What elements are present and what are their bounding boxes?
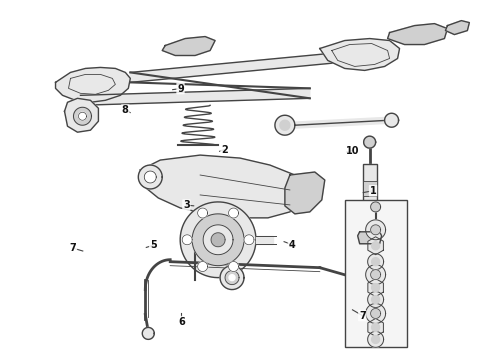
- Polygon shape: [368, 319, 383, 336]
- Polygon shape: [368, 237, 383, 255]
- Polygon shape: [228, 208, 239, 218]
- Polygon shape: [78, 112, 86, 120]
- Text: 7: 7: [70, 243, 76, 253]
- Text: 4: 4: [289, 239, 295, 249]
- Polygon shape: [320, 39, 399, 71]
- Polygon shape: [371, 323, 380, 332]
- Polygon shape: [130, 53, 340, 82]
- Polygon shape: [364, 136, 376, 148]
- Polygon shape: [370, 270, 381, 280]
- Polygon shape: [371, 284, 380, 292]
- Polygon shape: [445, 21, 469, 35]
- Polygon shape: [285, 172, 325, 214]
- Text: 5: 5: [150, 240, 156, 250]
- Polygon shape: [74, 107, 92, 125]
- Polygon shape: [228, 261, 239, 271]
- Polygon shape: [65, 98, 98, 132]
- Polygon shape: [280, 120, 290, 130]
- Bar: [363, 164, 377, 214]
- Polygon shape: [145, 171, 156, 183]
- Polygon shape: [55, 67, 130, 102]
- Polygon shape: [192, 214, 244, 266]
- Bar: [345, 200, 407, 347]
- Polygon shape: [142, 328, 154, 339]
- Polygon shape: [368, 292, 384, 307]
- Polygon shape: [370, 225, 381, 235]
- Text: 1: 1: [369, 186, 376, 196]
- Polygon shape: [203, 225, 233, 255]
- Polygon shape: [366, 265, 386, 285]
- Polygon shape: [358, 232, 382, 244]
- Polygon shape: [293, 117, 390, 128]
- Polygon shape: [368, 279, 383, 297]
- Polygon shape: [370, 202, 381, 212]
- Polygon shape: [371, 242, 380, 250]
- Text: 8: 8: [122, 105, 129, 115]
- Polygon shape: [256, 236, 273, 244]
- Polygon shape: [371, 296, 380, 303]
- Polygon shape: [162, 37, 215, 55]
- Text: 3: 3: [183, 200, 190, 210]
- Polygon shape: [370, 309, 381, 319]
- Polygon shape: [220, 266, 244, 289]
- Polygon shape: [182, 235, 192, 245]
- Text: 7: 7: [359, 311, 366, 320]
- Polygon shape: [371, 336, 380, 343]
- Polygon shape: [197, 208, 208, 218]
- Polygon shape: [80, 88, 310, 105]
- Polygon shape: [197, 261, 208, 271]
- Polygon shape: [366, 303, 386, 323]
- Polygon shape: [180, 202, 256, 278]
- Text: 6: 6: [178, 317, 185, 327]
- Polygon shape: [229, 275, 235, 280]
- Polygon shape: [368, 332, 384, 347]
- Polygon shape: [385, 113, 398, 127]
- Polygon shape: [244, 235, 254, 245]
- Text: 10: 10: [346, 145, 359, 156]
- Polygon shape: [388, 24, 447, 45]
- Polygon shape: [371, 258, 380, 266]
- Polygon shape: [140, 155, 308, 218]
- Polygon shape: [225, 271, 239, 285]
- Text: 2: 2: [221, 144, 228, 154]
- Polygon shape: [211, 233, 225, 247]
- Bar: [363, 181, 377, 197]
- Text: 9: 9: [177, 84, 184, 94]
- Polygon shape: [138, 165, 162, 189]
- Polygon shape: [368, 254, 384, 270]
- Polygon shape: [366, 220, 386, 240]
- Polygon shape: [275, 115, 295, 135]
